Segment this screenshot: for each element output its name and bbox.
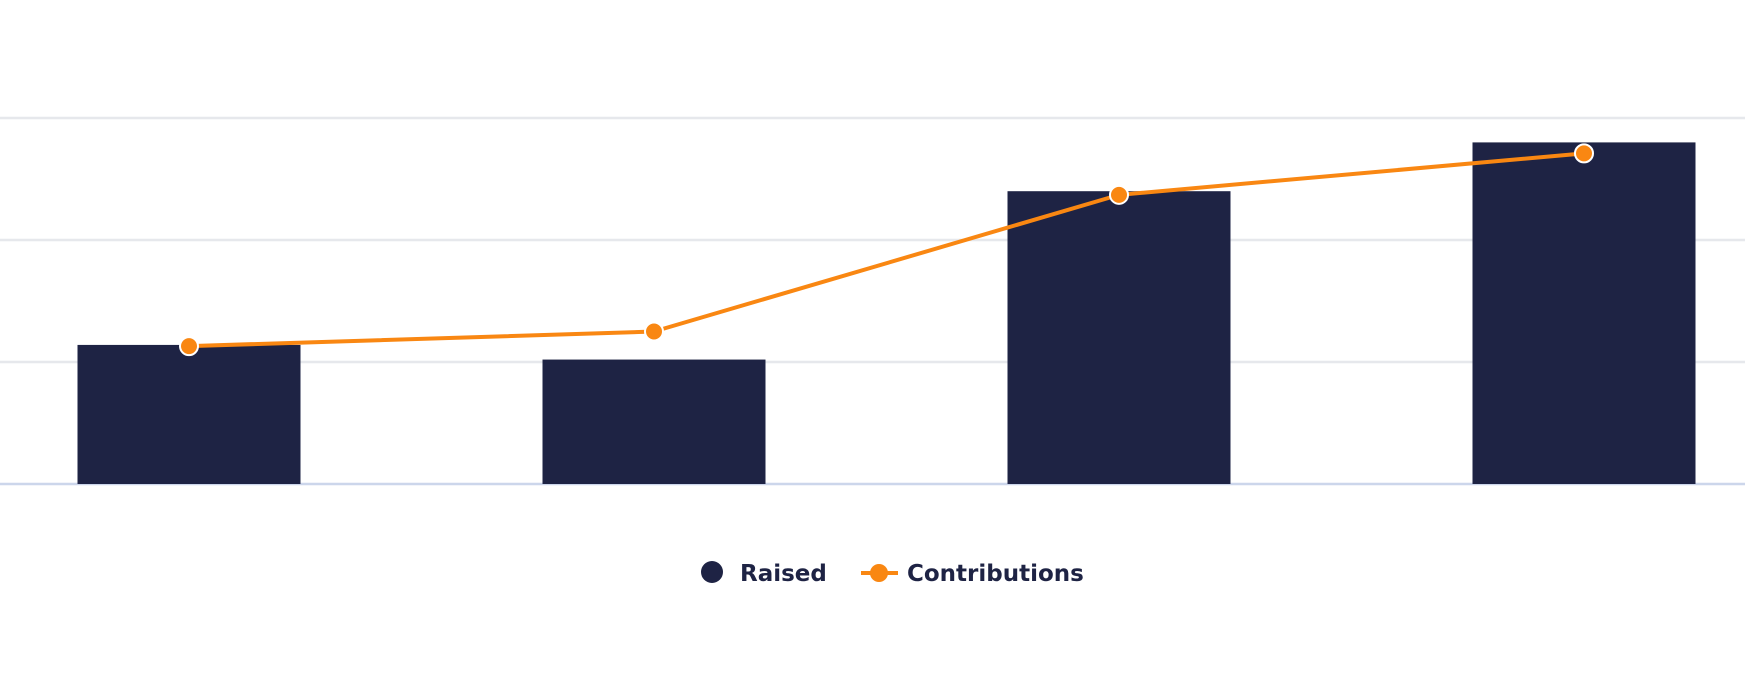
legend-item-raised[interactable]: Raised — [701, 561, 827, 587]
legend-raised-marker — [701, 561, 723, 583]
legend-raised-label: Raised — [740, 561, 827, 587]
bar-series-raised — [77, 142, 1696, 484]
point-contributions-1[interactable] — [179, 336, 199, 357]
point-contributions-4[interactable] — [1574, 143, 1594, 164]
line-series-contributions — [179, 143, 1594, 357]
legend-item-contributions[interactable]: Contributions — [861, 561, 1084, 587]
bar-raised-4[interactable] — [1472, 142, 1696, 484]
legend-contributions-marker — [870, 564, 888, 582]
contributions-line — [188, 151, 1585, 349]
point-contributions-3[interactable] — [1109, 184, 1129, 205]
bar-raised-2[interactable] — [542, 359, 766, 484]
legend-contributions-label: Contributions — [907, 561, 1084, 587]
point-contributions-2[interactable] — [644, 321, 664, 342]
bar-raised-3[interactable] — [1007, 191, 1231, 484]
legend: Raised Contributions — [701, 561, 1084, 587]
bar-raised-1[interactable] — [77, 344, 301, 484]
